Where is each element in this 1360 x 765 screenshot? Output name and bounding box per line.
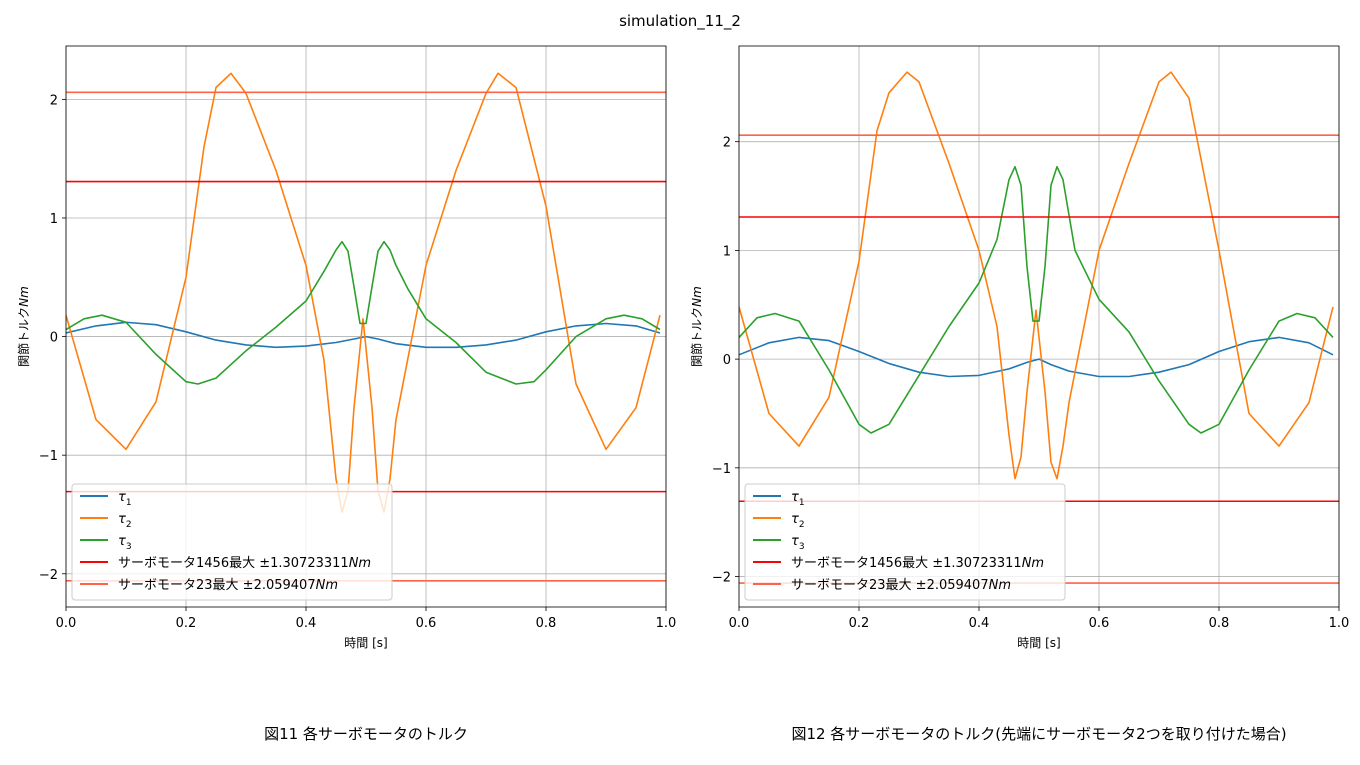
series-line-tau3 — [66, 240, 661, 385]
legend-label-tau1: τ1 — [118, 490, 132, 508]
x-tick-label: 0.8 — [536, 616, 557, 631]
series-line-tau1 — [739, 336, 1334, 378]
series-line-tau2 — [66, 72, 661, 513]
y-tick-label: −1 — [39, 449, 58, 464]
x-tick-label: 1.0 — [1329, 616, 1350, 631]
legend-box — [744, 483, 1066, 601]
legend-label-tau1: τ1 — [791, 490, 805, 508]
axes-frame — [738, 45, 1340, 608]
caption-right: 図12 各サーボモータのトルク(先端にサーボモータ2つを取り付けた場合) — [791, 725, 1287, 743]
series-line-tau1 — [66, 321, 661, 349]
legend-box — [71, 483, 393, 601]
x-tick-label: 0.8 — [1209, 616, 1230, 631]
legend-label-tau3: τ3 — [791, 534, 805, 552]
legend-label-servo1456: サーボモータ1456最大 ±1.30723311Nm — [118, 556, 371, 571]
legend-label-servo1456: サーボモータ1456最大 ±1.30723311Nm — [791, 556, 1044, 571]
y-tick-label: −2 — [712, 571, 731, 586]
figure-title: simulation_11_2 — [619, 12, 741, 30]
y-tick-label: 0 — [723, 353, 731, 368]
x-axis-label: 時間 [s] — [1017, 636, 1060, 650]
y-tick-label: 1 — [50, 212, 58, 227]
y-tick-label: 1 — [723, 244, 731, 259]
y-tick-label: −1 — [712, 462, 731, 477]
x-tick-label: 0.4 — [296, 616, 317, 631]
legend-label-tau2: τ2 — [118, 512, 132, 530]
x-tick-label: 0.0 — [56, 616, 77, 631]
y-tick-label: −2 — [39, 568, 58, 583]
x-tick-label: 0.2 — [849, 616, 870, 631]
x-tick-label: 0.2 — [176, 616, 197, 631]
x-axis-label: 時間 [s] — [344, 636, 387, 650]
chart-right: 0.0 0.2 0.4 0.6 0.8 1.0 −2 −1 0 1 2 時間 [s] 関節トルクNm τ1… — [689, 45, 1350, 650]
plot-area — [66, 72, 666, 582]
x-tick-label: 1.0 — [656, 616, 677, 631]
y-axis-label: 関節トルクNm — [689, 286, 704, 367]
y-tick-label: 0 — [50, 331, 58, 346]
x-tick-label: 0.6 — [416, 616, 437, 631]
series-line-tau2 — [739, 71, 1334, 480]
caption-left: 図11 各サーボモータのトルク — [264, 725, 468, 743]
chart-left: 0.0 0.2 0.4 0.6 0.8 1.0 −2 −1 0 1 2 時間 [s] 関節トルクNm τ1… — [16, 45, 677, 650]
y-axis-label: 関節トルクNm — [16, 286, 31, 367]
series-line-tau3 — [739, 165, 1334, 434]
legend-label-servo23: サーボモータ23最大 ±2.059407Nm — [791, 578, 1011, 593]
x-tick-label: 0.6 — [1089, 616, 1110, 631]
x-tick-label: 0.0 — [729, 616, 750, 631]
legend-label-servo23: サーボモータ23最大 ±2.059407Nm — [118, 578, 338, 593]
y-tick-label: 2 — [723, 136, 731, 151]
y-tick-label: 2 — [50, 93, 58, 108]
legend-label-tau2: τ2 — [791, 512, 805, 530]
legend-label-tau3: τ3 — [118, 534, 132, 552]
axes-frame — [65, 45, 667, 608]
x-tick-label: 0.4 — [969, 616, 990, 631]
